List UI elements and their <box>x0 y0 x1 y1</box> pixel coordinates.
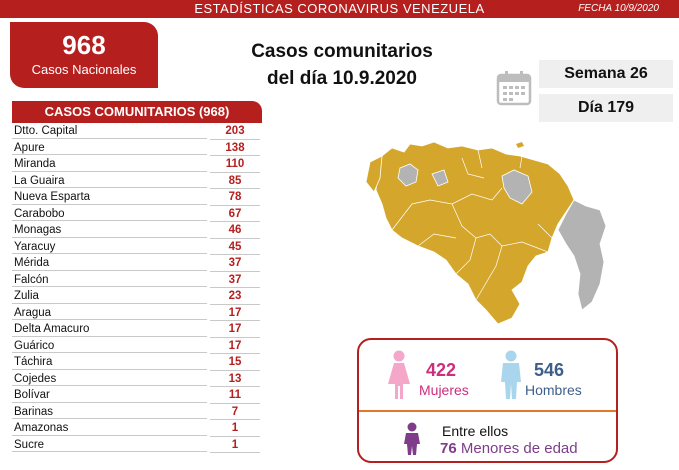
table-row: Bolívar 11 <box>12 387 262 404</box>
state-cases: 203 <box>210 123 260 140</box>
state-cases: 17 <box>210 305 260 321</box>
women-label: Mujeres <box>419 382 469 398</box>
state-cases: 78 <box>210 189 260 206</box>
state-name: Cojedes <box>12 371 207 386</box>
table-row: Cojedes 13 <box>12 371 262 387</box>
table-row: Sucre 1 <box>12 437 262 453</box>
map-region-affected <box>516 142 524 148</box>
state-cases: 17 <box>210 321 260 338</box>
table-title: CASOS COMUNITARIOS (968) <box>12 101 262 123</box>
state-name: La Guaira <box>12 173 207 188</box>
national-cases-label: Casos Nacionales <box>31 62 137 77</box>
state-name: Táchira <box>12 354 207 370</box>
state-cases: 13 <box>210 371 260 387</box>
table-row: Barinas 7 <box>12 404 262 420</box>
woman-icon <box>388 350 410 399</box>
state-name: Zulia <box>12 288 207 304</box>
state-name: Dtto. Capital <box>12 123 207 139</box>
state-cases: 46 <box>210 222 260 239</box>
state-name: Guárico <box>12 338 207 353</box>
national-cases-count: 968 <box>62 30 106 60</box>
state-name: Barinas <box>12 404 207 419</box>
state-cases: 15 <box>210 354 260 371</box>
state-name: Carabobo <box>12 206 207 221</box>
community-cases-table: CASOS COMUNITARIOS (968) Dtto. Capital 20… <box>12 101 262 453</box>
state-name: Aragua <box>12 305 207 320</box>
map-state-borders <box>391 149 553 301</box>
header-date: FECHA 10/9/2020 <box>578 3 659 14</box>
state-name: Amazonas <box>12 420 207 436</box>
state-cases: 37 <box>210 255 260 272</box>
table-row: Apure 138 <box>12 140 262 156</box>
state-name: Miranda <box>12 156 207 172</box>
minors-line: 76 Menores de edad <box>440 440 578 457</box>
page-title: Casos comunitarios del día 10.9.2020 <box>232 38 452 92</box>
table-row: La Guaira 85 <box>12 173 262 189</box>
table-row: Dtto. Capital 203 <box>12 123 262 140</box>
table-row: Yaracuy 45 <box>12 239 262 255</box>
state-cases: 11 <box>210 387 260 404</box>
venezuela-map <box>365 141 607 325</box>
table-row: Delta Amacuro 17 <box>12 321 262 338</box>
state-cases: 1 <box>210 420 260 437</box>
table-row: Zulia 23 <box>12 288 262 305</box>
map-region-unaffected <box>431 169 449 187</box>
men-label: Hombres <box>525 382 582 398</box>
state-cases: 17 <box>210 338 260 354</box>
calendar-icon <box>496 71 532 106</box>
table-row: Nueva Esparta 78 <box>12 189 262 206</box>
table-row: Amazonas 1 <box>12 420 262 437</box>
state-cases: 37 <box>210 272 260 288</box>
national-cases-box: 968 Casos Nacionales <box>10 22 158 88</box>
header-bar: ESTADÍSTICAS CORONAVIRUS VENEZUELA FECHA… <box>0 0 679 18</box>
state-name: Mérida <box>12 255 207 271</box>
child-icon <box>404 422 420 455</box>
state-name: Bolívar <box>12 387 207 403</box>
state-cases: 7 <box>210 404 260 420</box>
state-name: Yaracuy <box>12 239 207 254</box>
map-region-unaffected <box>557 199 607 311</box>
minors-count: 76 <box>440 440 457 457</box>
table-body: Dtto. Capital 203 Apure 138 Miranda 110 La Gua… <box>12 123 262 453</box>
table-row: Táchira 15 <box>12 354 262 371</box>
state-name: Monagas <box>12 222 207 238</box>
state-cases: 1 <box>210 437 260 453</box>
table-row: Falcón 37 <box>12 272 262 288</box>
state-cases: 67 <box>210 206 260 222</box>
state-cases: 23 <box>210 288 260 305</box>
men-count: 546 <box>534 360 565 380</box>
state-name: Sucre <box>12 437 207 452</box>
state-cases: 85 <box>210 173 260 189</box>
table-row: Guárico 17 <box>12 338 262 354</box>
state-name: Falcón <box>12 272 207 287</box>
women-count: 422 <box>426 360 457 380</box>
page-title-line2: del día 10.9.2020 <box>267 68 417 89</box>
man-icon <box>501 350 521 399</box>
among-label: Entre ellos <box>442 423 509 439</box>
table-row: Carabobo 67 <box>12 206 262 222</box>
state-cases: 45 <box>210 239 260 255</box>
table-row: Miranda 110 <box>12 156 262 173</box>
gender-box-divider <box>359 410 616 412</box>
state-cases: 110 <box>210 156 260 173</box>
state-name: Delta Amacuro <box>12 321 207 337</box>
gender-breakdown-box <box>357 338 618 463</box>
map-region-affected <box>365 155 383 193</box>
table-row: Monagas 46 <box>12 222 262 239</box>
table-row: Mérida 37 <box>12 255 262 272</box>
minors-label: Menores de edad <box>460 440 578 457</box>
map-region-unaffected <box>501 169 533 205</box>
day-label: Día 179 <box>539 94 673 122</box>
state-cases: 138 <box>210 140 260 156</box>
map-region-unaffected <box>397 163 419 187</box>
table-row: Aragua 17 <box>12 305 262 321</box>
state-name: Apure <box>12 140 207 155</box>
state-name: Nueva Esparta <box>12 189 207 205</box>
week-label: Semana 26 <box>539 60 673 88</box>
header-title: ESTADÍSTICAS CORONAVIRUS VENEZUELA <box>194 1 485 16</box>
page-title-line1: Casos comunitarios <box>251 41 433 62</box>
